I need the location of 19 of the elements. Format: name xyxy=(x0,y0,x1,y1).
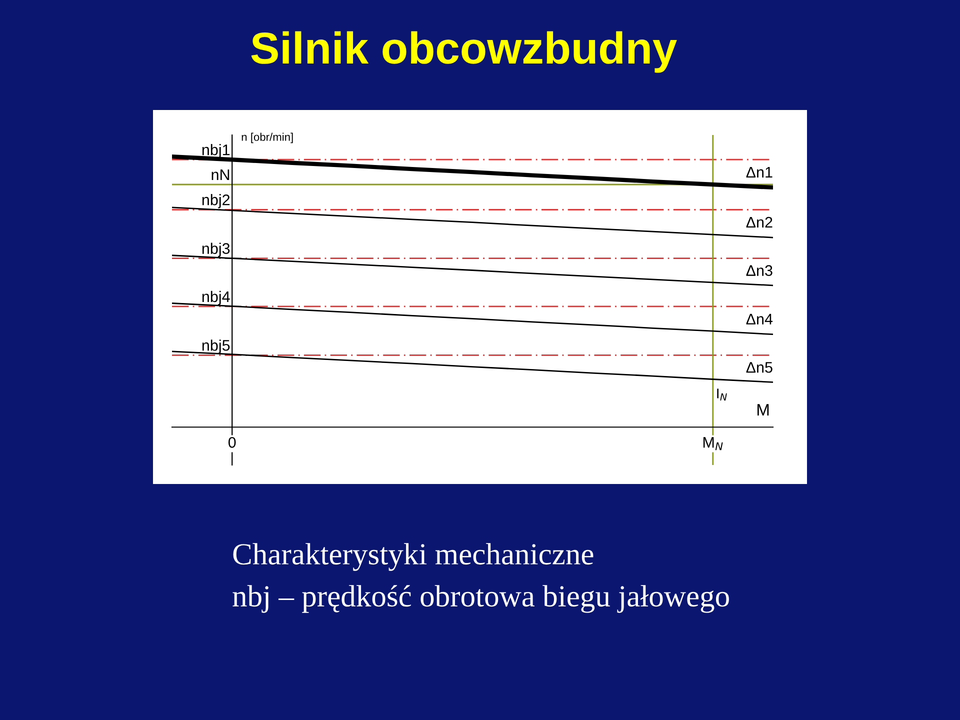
annotation: Δn1 xyxy=(746,166,772,178)
text: Charakterystyki mechaniczne xyxy=(233,543,594,571)
x-tick-label: M$_{N}$ xyxy=(703,437,723,450)
annotation: Δn2 xyxy=(746,216,772,228)
annotation: Δn3 xyxy=(746,265,772,276)
text: nbj – prędkość obrotowa biegu jałowego xyxy=(232,585,729,613)
ref-line-label: nbj2 xyxy=(202,194,230,208)
x-axis-title: M xyxy=(757,404,769,416)
ref-line-label: nbj5 xyxy=(202,340,230,354)
ref-line-label: nN xyxy=(212,169,230,180)
chart-title: Silnik obcowzbudny xyxy=(251,31,677,73)
ref-line-label: I$_{N}$ xyxy=(717,388,727,401)
annotation: Δn4 xyxy=(746,314,773,324)
annotation: Δn5 xyxy=(746,362,772,373)
ref-line-label: nbj3 xyxy=(202,242,230,257)
x-tick-label: 0 xyxy=(228,437,236,448)
ref-line-label: nbj4 xyxy=(202,290,230,306)
ref-line-label: nbj1 xyxy=(202,144,230,158)
y-axis-title: n [obr/min] xyxy=(242,132,293,144)
